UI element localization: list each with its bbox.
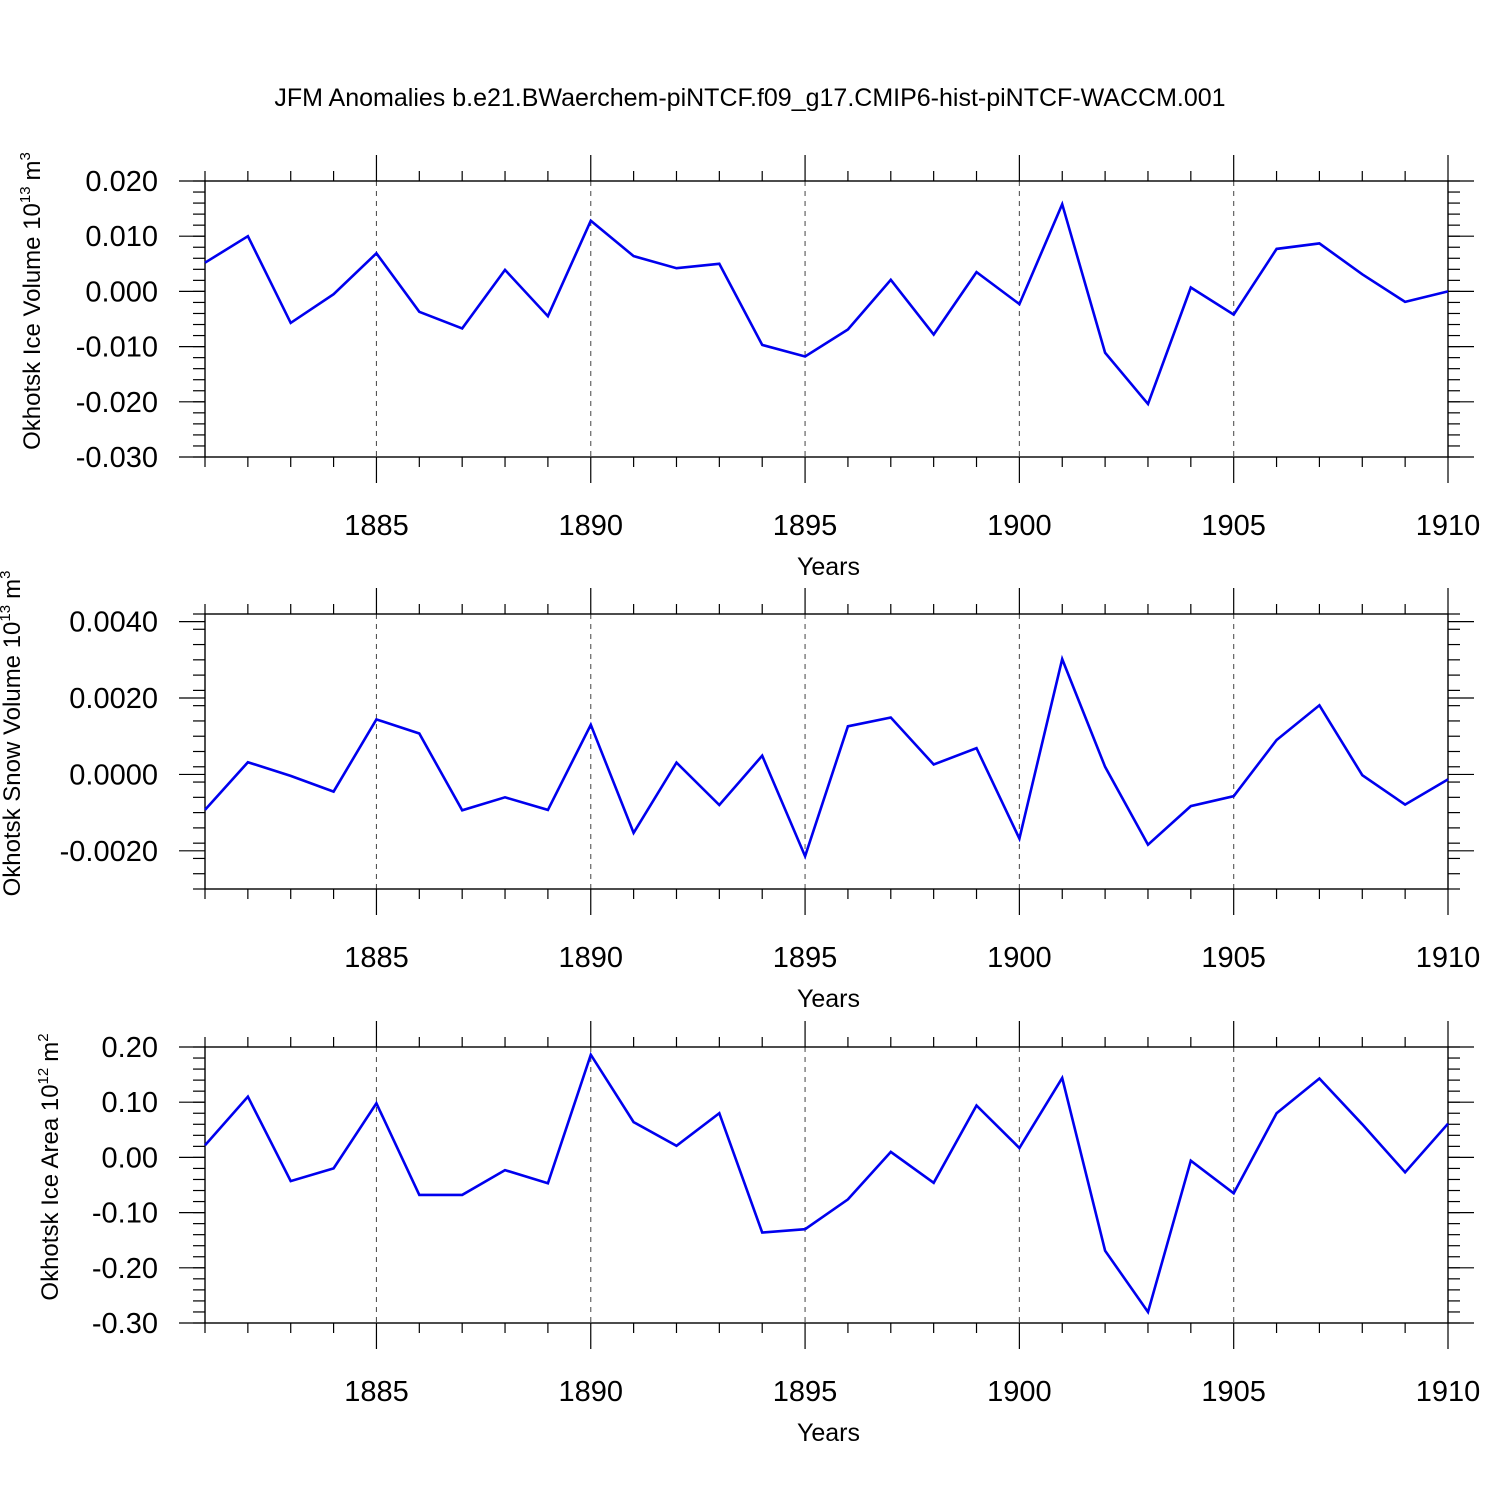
x-tick-label: 1895 [773,1376,838,1408]
x-tick-label: 1905 [1201,1376,1266,1408]
y-tick-label: -0.10 [92,1198,158,1230]
x-tick-label: 1910 [1416,1376,1481,1408]
y-tick-label: 0.00 [102,1142,158,1174]
x-axis-label: Years [797,553,860,581]
x-tick-label: 1900 [987,1376,1052,1408]
y-tick-label: 0.000 [85,276,158,308]
y-tick-label: 0.020 [85,166,158,198]
x-tick-label: 1895 [773,942,838,974]
x-tick-label: 1885 [344,1376,409,1408]
y-tick-label: 0.10 [102,1087,158,1119]
x-axis-label: Years [797,985,860,1013]
y-axis-label: Okhotsk Snow Volume 1013m3 [0,571,26,897]
series-line [204,1051,1449,1315]
x-tick-label: 1905 [1201,942,1266,974]
panel-1: 0.020 0.010 0.000 -0.010 -0.020 -0.030 1885 189… [17,152,1480,581]
x-tick-label: 1890 [559,1376,624,1408]
x-tick-label: 1910 [1416,942,1481,974]
plot-frame [204,180,1449,458]
x-tick-label: 1890 [559,510,624,542]
x-tick-label: 1900 [987,510,1052,542]
x-tick-label: 1885 [344,942,409,974]
plot-frame [204,1046,1449,1324]
y-tick-label: 0.20 [102,1032,158,1064]
x-tick-label: 1905 [1201,510,1266,542]
y-tick-label: -0.0020 [60,836,158,868]
y-tick-label: -0.010 [76,332,158,364]
y-tick-label: -0.20 [92,1253,158,1285]
series-line [204,200,1449,407]
y-tick-label: 0.0000 [69,759,158,791]
y-axis-label: Okhotsk Ice Area 1012m2 [35,1033,64,1300]
x-tick-label: 1890 [559,942,624,974]
x-tick-label: 1900 [987,942,1052,974]
panels: 0.020 0.010 0.000 -0.010 -0.020 -0.030 1885 189… [0,152,1480,1447]
y-tick-label: -0.030 [76,442,158,474]
y-tick-label: 0.010 [85,221,158,253]
series-line [204,654,1449,860]
y-axis-label: Okhotsk Ice Volume 1013m3 [17,152,46,450]
chart-title: JFM Anomalies b.e21.BWaerchem-piNTCF.f09… [274,84,1225,112]
panel-3: 0.20 0.10 0.00 -0.10 -0.20 -0.30 1885 1890 1895 1… [35,1021,1480,1447]
x-axis-label: Years [797,1419,860,1447]
x-tick-label: 1910 [1416,510,1481,542]
y-tick-label: -0.30 [92,1308,158,1340]
x-tick-label: 1895 [773,510,838,542]
panel-2: 0.0040 0.0020 0.0000 -0.0020 1885 1890 1895 190… [0,571,1480,1013]
x-tick-label: 1885 [344,510,409,542]
y-tick-label: 0.0040 [69,607,158,639]
y-tick-label: 0.0020 [69,683,158,715]
y-tick-label: -0.020 [76,387,158,419]
plot-frame [204,613,1449,890]
